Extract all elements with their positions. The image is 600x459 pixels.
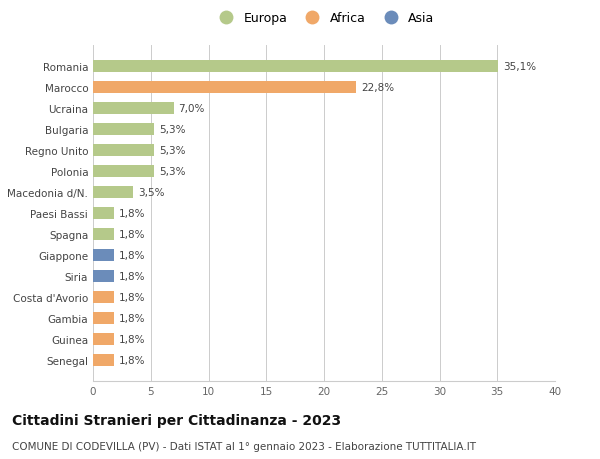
- Text: 1,8%: 1,8%: [118, 355, 145, 365]
- Text: 1,8%: 1,8%: [118, 250, 145, 260]
- Text: 22,8%: 22,8%: [361, 83, 394, 93]
- Bar: [93, 354, 114, 366]
- Text: 35,1%: 35,1%: [503, 62, 536, 72]
- Text: 1,8%: 1,8%: [118, 208, 145, 218]
- Text: 1,8%: 1,8%: [118, 292, 145, 302]
- Bar: [93, 250, 114, 261]
- Bar: [93, 207, 114, 219]
- Bar: [93, 166, 154, 177]
- Bar: [93, 291, 114, 303]
- Text: 5,3%: 5,3%: [159, 125, 185, 134]
- Bar: [93, 333, 114, 345]
- Text: 1,8%: 1,8%: [118, 334, 145, 344]
- Bar: [93, 82, 356, 94]
- Text: 5,3%: 5,3%: [159, 167, 185, 177]
- Bar: [93, 229, 114, 240]
- Bar: [93, 187, 133, 198]
- Text: COMUNE DI CODEVILLA (PV) - Dati ISTAT al 1° gennaio 2023 - Elaborazione TUTTITAL: COMUNE DI CODEVILLA (PV) - Dati ISTAT al…: [12, 441, 476, 451]
- Text: 3,5%: 3,5%: [138, 188, 164, 197]
- Text: Cittadini Stranieri per Cittadinanza - 2023: Cittadini Stranieri per Cittadinanza - 2…: [12, 413, 341, 427]
- Text: 1,8%: 1,8%: [118, 313, 145, 323]
- Bar: [93, 313, 114, 324]
- Bar: [93, 124, 154, 135]
- Bar: [93, 145, 154, 157]
- Text: 1,8%: 1,8%: [118, 271, 145, 281]
- Text: 1,8%: 1,8%: [118, 230, 145, 239]
- Bar: [93, 61, 499, 73]
- Bar: [93, 270, 114, 282]
- Bar: [93, 103, 174, 114]
- Legend: Europa, Africa, Asia: Europa, Africa, Asia: [214, 12, 434, 25]
- Text: 5,3%: 5,3%: [159, 146, 185, 156]
- Text: 7,0%: 7,0%: [178, 104, 205, 114]
